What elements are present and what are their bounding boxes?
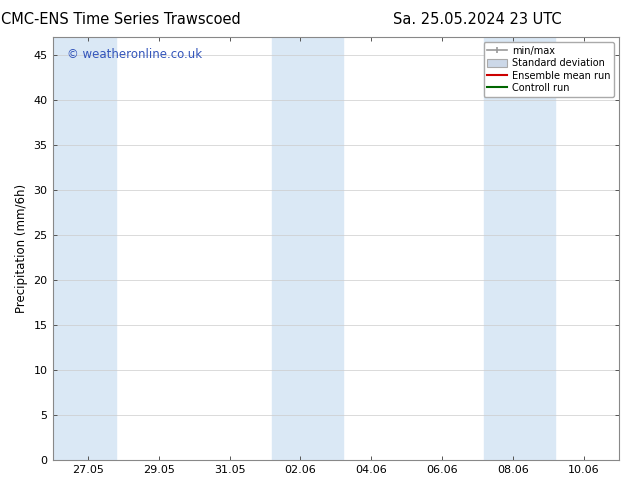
Y-axis label: Precipitation (mm/6h): Precipitation (mm/6h)	[15, 184, 28, 313]
Text: Sa. 25.05.2024 23 UTC: Sa. 25.05.2024 23 UTC	[393, 12, 562, 27]
Text: CMC-ENS Time Series Trawscoed: CMC-ENS Time Series Trawscoed	[1, 12, 241, 27]
Text: © weatheronline.co.uk: © weatheronline.co.uk	[67, 48, 202, 61]
Legend: min/max, Standard deviation, Ensemble mean run, Controll run: min/max, Standard deviation, Ensemble me…	[484, 42, 614, 97]
Bar	[484, 37, 555, 460]
Bar	[272, 37, 343, 460]
Bar	[53, 37, 116, 460]
